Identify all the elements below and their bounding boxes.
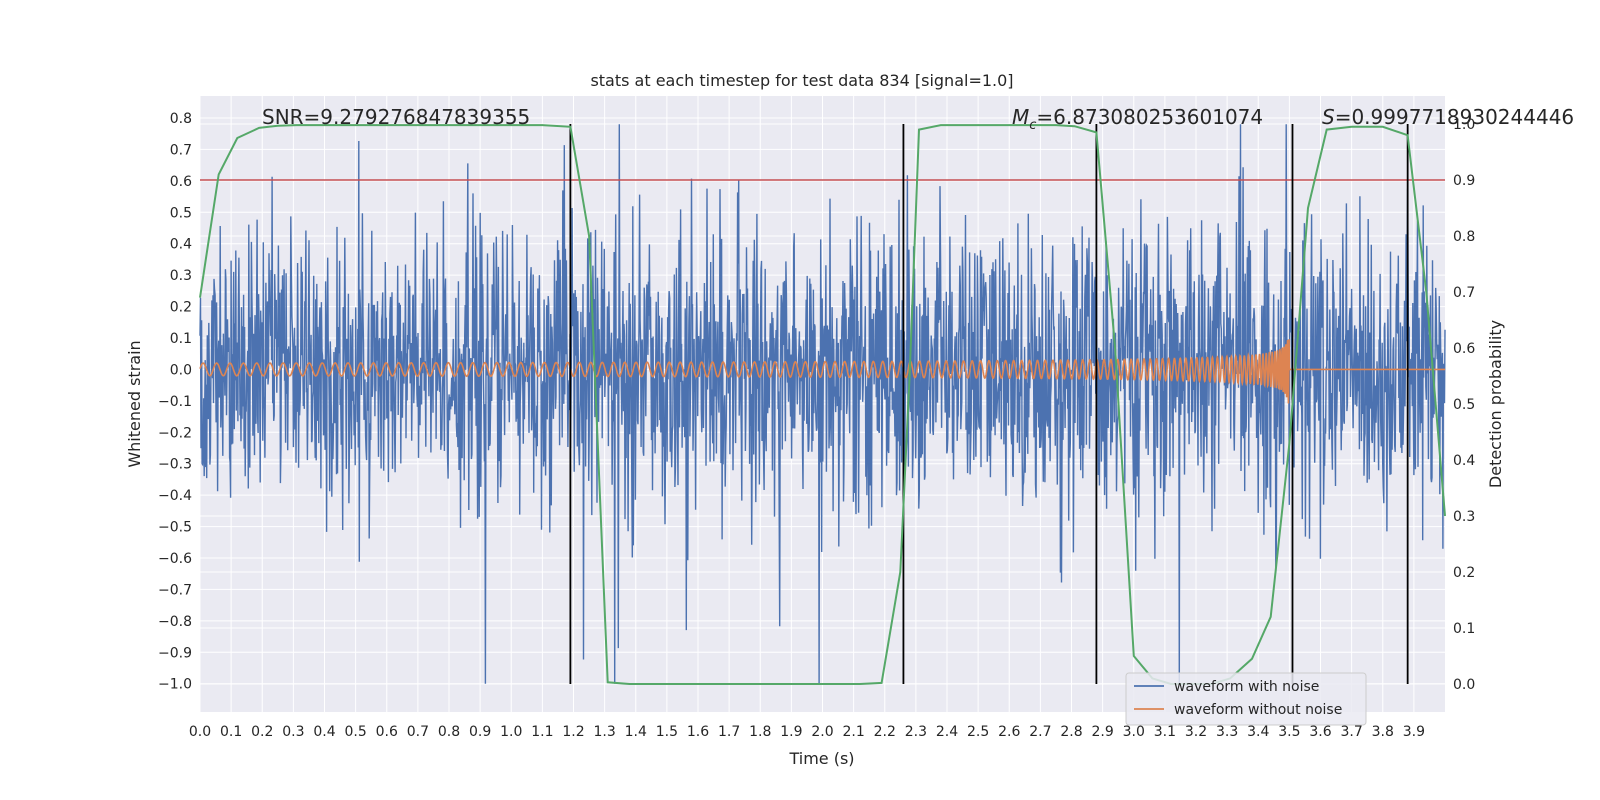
legend-label-noise: waveform with noise bbox=[1174, 679, 1319, 695]
y-tick-label: 0.8 bbox=[170, 111, 192, 127]
x-axis-label: Time (s) bbox=[788, 749, 854, 768]
x-tick-label: 0.8 bbox=[438, 724, 460, 740]
y-tick-label: 0.6 bbox=[170, 174, 192, 190]
x-tick-label: 1.9 bbox=[780, 724, 802, 740]
chirp-mass-subscript: c bbox=[1029, 118, 1036, 133]
x-tick-label: 0.6 bbox=[376, 724, 398, 740]
y2-tick-label: 0.5 bbox=[1453, 397, 1475, 413]
y2-tick-label: 1.0 bbox=[1453, 117, 1475, 133]
y-tick-label: 0.0 bbox=[170, 362, 192, 378]
x-tick-label: 3.6 bbox=[1309, 724, 1331, 740]
y2-tick-label: 0.6 bbox=[1453, 341, 1475, 357]
y-tick-label: −0.2 bbox=[158, 425, 192, 441]
noise-waveform-line bbox=[199, 124, 1446, 684]
legend-label-clean: waveform without noise bbox=[1174, 702, 1342, 718]
x-tick-label: 3.3 bbox=[1216, 724, 1238, 740]
legend: waveform with noise waveform without noi… bbox=[1125, 672, 1367, 726]
y-tick-label: −0.3 bbox=[158, 457, 192, 473]
y2-tick-label: 0.1 bbox=[1453, 621, 1475, 637]
y-tick-label: 0.5 bbox=[170, 205, 192, 221]
y2-tick-label: 0.2 bbox=[1453, 565, 1475, 581]
x-tick-label: 3.0 bbox=[1123, 724, 1145, 740]
plot-content bbox=[199, 124, 1446, 685]
score-value: =0.9997718930244446 bbox=[1335, 105, 1574, 129]
x-tick-label: 1.7 bbox=[718, 724, 740, 740]
x-tick-label: 0.7 bbox=[407, 724, 429, 740]
chart-title: stats at each timestep for test data 834… bbox=[590, 71, 1013, 90]
x-tick-label: 2.5 bbox=[967, 724, 989, 740]
x-tick-label: 3.7 bbox=[1340, 724, 1362, 740]
y-axis-ticks: 0.8 0.7 0.6 0.5 0.4 0.3 0.2 0.1 0.0 −0.1 −0.2 −0.3 −… bbox=[158, 111, 192, 693]
y-tick-label: 0.3 bbox=[170, 268, 192, 284]
y-tick-label: −0.6 bbox=[158, 551, 192, 567]
y2-tick-label: 0.9 bbox=[1453, 173, 1475, 189]
y-tick-label: −0.8 bbox=[158, 614, 192, 630]
y2-axis-label: Detection probability bbox=[1486, 320, 1505, 488]
y-tick-label: −0.9 bbox=[158, 645, 192, 661]
y-tick-label: −0.7 bbox=[158, 582, 192, 598]
x-tick-label: 2.6 bbox=[998, 724, 1020, 740]
y-tick-label: −0.5 bbox=[158, 520, 192, 536]
y2-tick-label: 0.7 bbox=[1453, 285, 1475, 301]
y2-axis-ticks: 1.0 0.9 0.8 0.7 0.6 0.5 0.4 0.3 0.2 0.1 0.0 bbox=[1453, 117, 1475, 693]
detection-probability-line bbox=[199, 124, 1446, 685]
x-axis-ticks: 0.0 0.1 0.2 0.3 0.4 0.5 0.6 0.7 0.8 0.9 1.0 1.1 1.2 1… bbox=[189, 724, 1425, 740]
x-tick-label: 0.2 bbox=[251, 724, 273, 740]
x-tick-label: 0.9 bbox=[469, 724, 491, 740]
chirp-mass-value: =6.873080253601074 bbox=[1036, 105, 1263, 129]
x-tick-label: 3.5 bbox=[1278, 724, 1300, 740]
x-tick-label: 1.3 bbox=[593, 724, 615, 740]
y2-tick-label: 0.0 bbox=[1453, 677, 1475, 693]
x-tick-label: 1.8 bbox=[749, 724, 771, 740]
x-tick-label: 1.4 bbox=[625, 724, 647, 740]
x-tick-label: 3.4 bbox=[1247, 724, 1269, 740]
x-tick-label: 0.0 bbox=[189, 724, 211, 740]
x-tick-label: 2.0 bbox=[811, 724, 833, 740]
snr-score-annotation: S=0.9997718930244446 bbox=[1322, 105, 1574, 129]
x-tick-label: 1.0 bbox=[500, 724, 522, 740]
x-tick-label: 0.4 bbox=[313, 724, 335, 740]
x-tick-label: 1.2 bbox=[562, 724, 584, 740]
y2-tick-label: 0.4 bbox=[1453, 453, 1475, 469]
x-tick-label: 3.2 bbox=[1185, 724, 1207, 740]
x-tick-label: 3.1 bbox=[1154, 724, 1176, 740]
x-tick-label: 0.3 bbox=[282, 724, 304, 740]
x-tick-label: 2.1 bbox=[842, 724, 864, 740]
x-tick-label: 3.8 bbox=[1372, 724, 1394, 740]
y2-tick-label: 0.8 bbox=[1453, 229, 1475, 245]
score-symbol: S bbox=[1322, 105, 1335, 129]
x-tick-label: 2.7 bbox=[1029, 724, 1051, 740]
clean-waveform-line bbox=[199, 339, 1445, 404]
y-tick-label: 0.1 bbox=[170, 331, 192, 347]
x-tick-label: 2.2 bbox=[874, 724, 896, 740]
y-tick-label: 0.4 bbox=[170, 237, 192, 253]
y-tick-label: −0.1 bbox=[158, 394, 192, 410]
y-tick-label: −1.0 bbox=[158, 677, 192, 693]
x-tick-label: 0.5 bbox=[344, 724, 366, 740]
x-tick-label: 3.9 bbox=[1403, 724, 1425, 740]
y-tick-label: −0.4 bbox=[158, 488, 192, 504]
y2-tick-label: 0.3 bbox=[1453, 509, 1475, 525]
x-tick-label: 1.1 bbox=[531, 724, 553, 740]
x-tick-label: 1.5 bbox=[656, 724, 678, 740]
x-tick-label: 2.3 bbox=[905, 724, 927, 740]
x-tick-label: 2.9 bbox=[1091, 724, 1113, 740]
y-tick-label: 0.7 bbox=[170, 142, 192, 158]
chirp-mass-symbol: M bbox=[1012, 105, 1029, 129]
snr-annotation: SNR=9.279276847839355 bbox=[262, 105, 530, 129]
x-tick-label: 0.1 bbox=[220, 724, 242, 740]
chirp-mass-annotation: Mc=6.873080253601074 bbox=[1012, 105, 1263, 133]
y-axis-label: Whitened strain bbox=[125, 340, 144, 467]
y-tick-label: 0.2 bbox=[170, 300, 192, 316]
legend-box bbox=[1125, 672, 1367, 726]
x-tick-label: 2.4 bbox=[936, 724, 958, 740]
x-tick-label: 1.6 bbox=[687, 724, 709, 740]
x-tick-label: 2.8 bbox=[1060, 724, 1082, 740]
